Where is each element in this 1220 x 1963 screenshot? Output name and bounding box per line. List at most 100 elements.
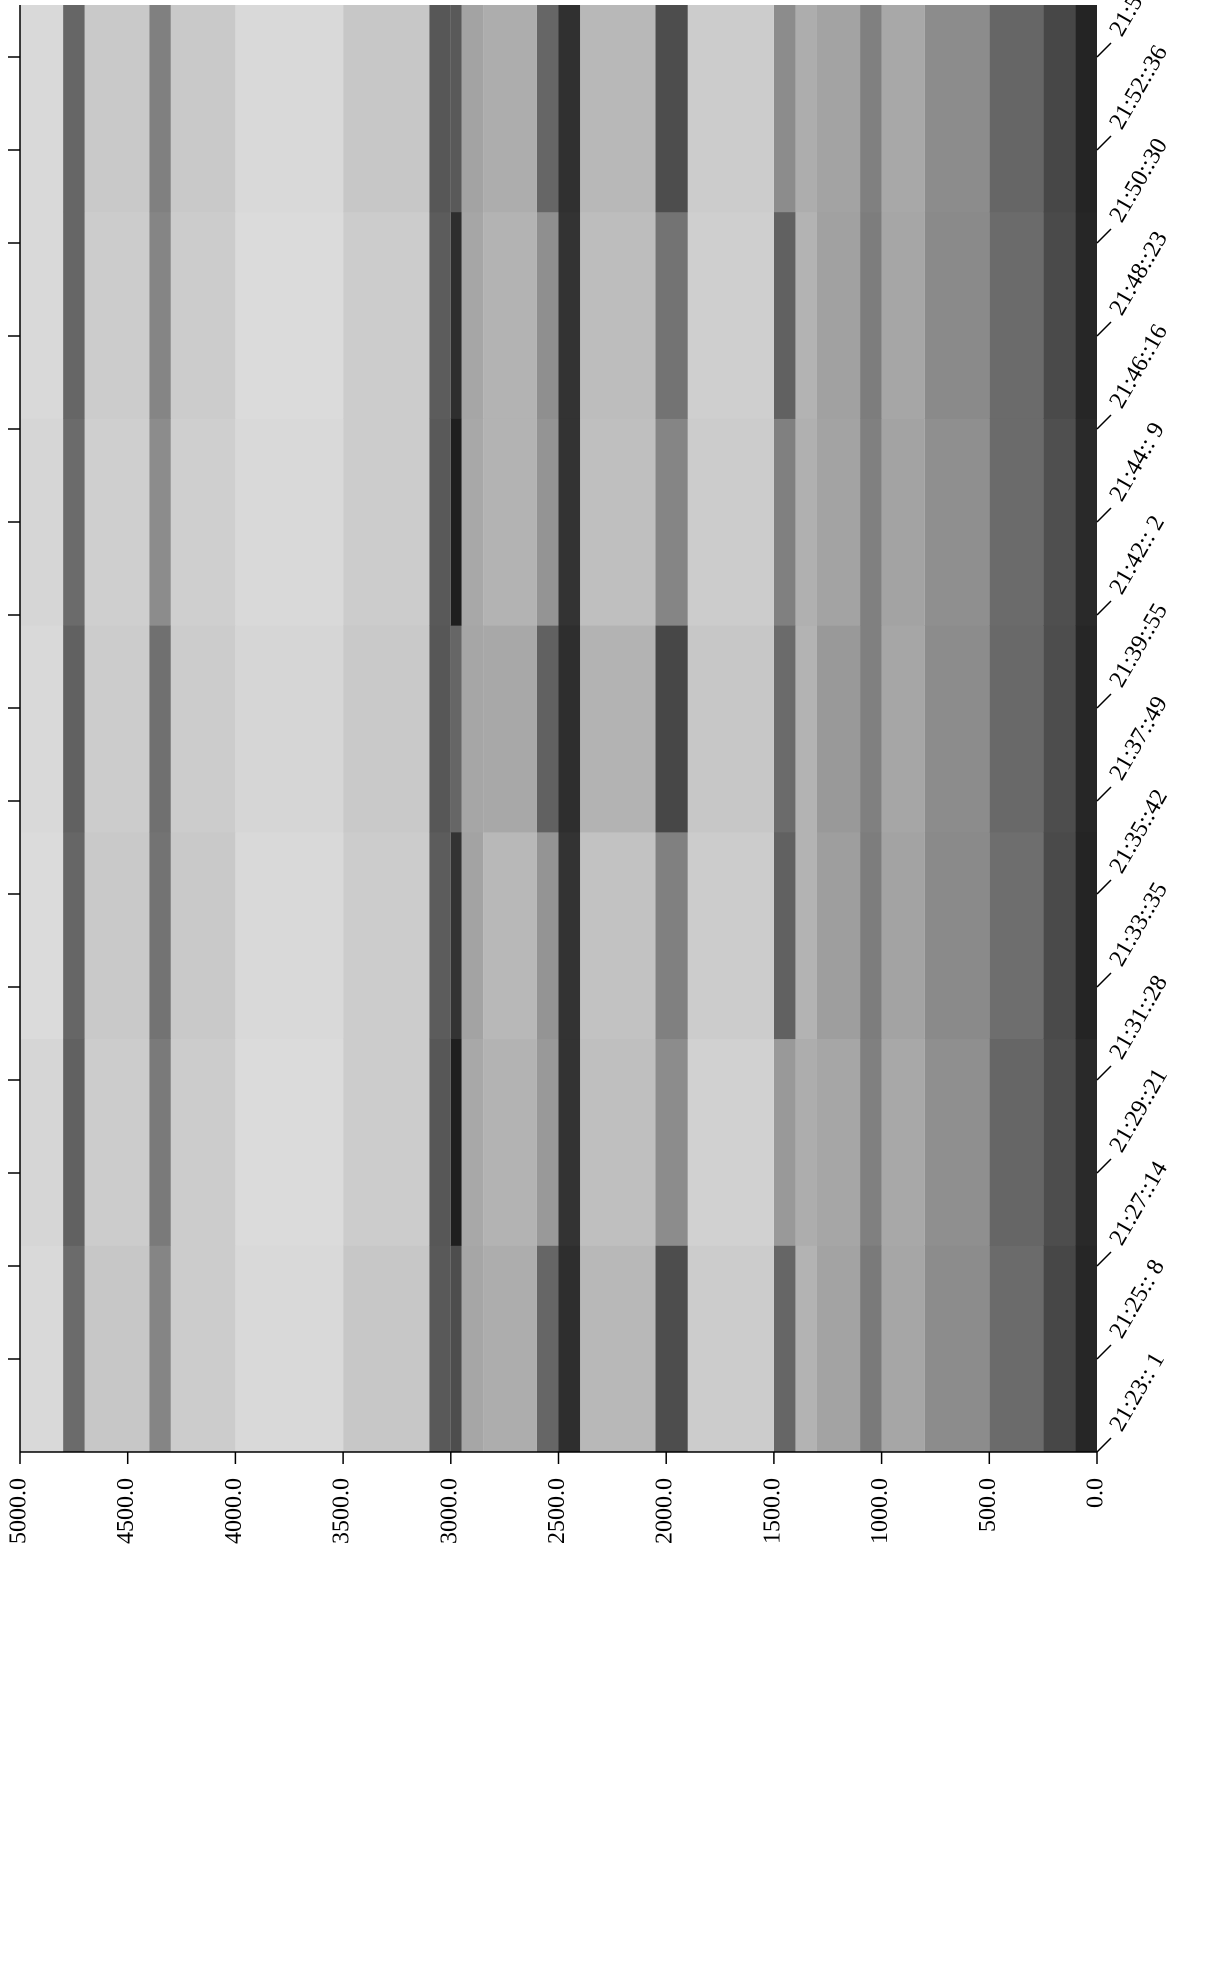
heat-cell	[343, 831, 430, 1040]
heat-cell	[881, 1038, 925, 1246]
y-tick-label: 21:29::21	[1104, 1064, 1173, 1157]
heat-cell	[1043, 211, 1076, 419]
heat-cell	[84, 831, 150, 1040]
heat-cell	[536, 831, 559, 1040]
heat-cell	[1043, 1038, 1076, 1246]
heat-cell	[773, 625, 796, 833]
heat-cell	[687, 5, 774, 213]
heat-cell	[461, 418, 484, 626]
heat-cell	[795, 418, 817, 626]
heat-cell	[860, 625, 882, 833]
x-tick-label: 2000.0	[652, 1478, 678, 1544]
heat-cell	[450, 831, 462, 1040]
heat-cell	[816, 1245, 861, 1453]
heat-cell	[343, 1038, 430, 1246]
heat-cell	[989, 831, 1044, 1040]
heat-cell	[773, 1245, 796, 1453]
heat-cell	[149, 1245, 171, 1453]
heat-cell	[450, 1245, 462, 1453]
heat-cell	[536, 5, 559, 213]
time-leader	[1096, 228, 1112, 244]
x-tick-label: 3500.0	[329, 1478, 355, 1544]
heat-cell	[63, 1245, 85, 1453]
heat-cell	[483, 1245, 537, 1453]
heat-cell	[795, 211, 817, 419]
time-leader	[1096, 507, 1112, 523]
heat-cell	[20, 1245, 64, 1453]
heat-cell	[63, 625, 85, 833]
heat-cell	[816, 831, 861, 1040]
y-tick-label: 21:25:: 8	[1104, 1255, 1170, 1342]
heat-cell	[881, 418, 925, 626]
heat-cell	[860, 418, 882, 626]
heat-cell	[687, 1245, 774, 1453]
heat-cell	[816, 211, 861, 419]
x-tick-label: 5000.0	[6, 1478, 32, 1544]
heat-cell	[989, 1245, 1044, 1453]
heat-cell	[655, 1038, 688, 1246]
time-leader	[1096, 1158, 1112, 1174]
heat-cell	[816, 5, 861, 213]
time-leader	[1096, 1344, 1112, 1360]
heat-cell	[773, 418, 796, 626]
heat-cell	[20, 211, 64, 419]
heat-cell	[429, 5, 451, 213]
heat-cell	[687, 1038, 774, 1246]
y-tick-label: 21:33::35	[1104, 878, 1173, 971]
heat-cell	[149, 5, 171, 213]
time-leader	[1096, 1065, 1112, 1081]
heat-cell	[580, 1245, 656, 1453]
heat-cell	[655, 211, 688, 419]
y-tick-label: 21:23:: 1	[1104, 1348, 1170, 1435]
y-tick-label: 21:31::28	[1104, 971, 1173, 1064]
heat-cell	[170, 1245, 236, 1453]
heat-cell	[461, 625, 484, 833]
time-leader	[1096, 693, 1112, 709]
time-leader	[1096, 321, 1112, 337]
heat-cell	[924, 1245, 990, 1453]
heat-cell	[149, 831, 171, 1040]
heat-cell	[235, 625, 344, 833]
heat-cell	[483, 1038, 537, 1246]
heat-cell	[450, 211, 462, 419]
heat-cell	[20, 625, 64, 833]
y-tick-label: 21:46::16	[1104, 320, 1173, 413]
y-tick-label: 21:27::14	[1104, 1157, 1173, 1250]
heat-cell	[235, 5, 344, 213]
heat-cell	[483, 211, 537, 419]
heat-cell	[429, 1038, 451, 1246]
heat-cell	[149, 211, 171, 419]
heat-cell	[989, 211, 1044, 419]
heat-cell	[235, 1038, 344, 1246]
heat-cell	[687, 211, 774, 419]
time-leader	[1096, 972, 1112, 988]
heat-cell	[461, 211, 484, 419]
heat-cell	[536, 211, 559, 419]
heat-cell	[816, 1038, 861, 1246]
heat-cell	[1075, 418, 1097, 626]
heat-cell	[580, 1038, 656, 1246]
y-tick-label: 21:42:: 2	[1104, 511, 1170, 598]
heat-cell	[461, 1245, 484, 1453]
heat-cell	[860, 1038, 882, 1246]
heat-cell	[170, 5, 236, 213]
x-tick-label: 1500.0	[759, 1478, 785, 1544]
heat-cell	[989, 5, 1044, 213]
heat-cell	[1043, 418, 1076, 626]
heat-cell	[881, 211, 925, 419]
heat-cell	[558, 211, 581, 419]
heat-cell	[1043, 625, 1076, 833]
heat-cell	[20, 1038, 64, 1246]
heat-cell	[773, 211, 796, 419]
heat-cell	[343, 5, 430, 213]
heat-cell	[343, 625, 430, 833]
heat-cell	[483, 5, 537, 213]
heat-cell	[343, 418, 430, 626]
heat-cell	[1043, 831, 1076, 1040]
heat-cell	[924, 5, 990, 213]
x-tick-label: 0.0	[1083, 1478, 1109, 1508]
heat-cell	[580, 5, 656, 213]
heat-cell	[343, 1245, 430, 1453]
y-tick-label: 21:37::49	[1104, 692, 1173, 785]
x-tick-label: 3000.0	[436, 1478, 462, 1544]
